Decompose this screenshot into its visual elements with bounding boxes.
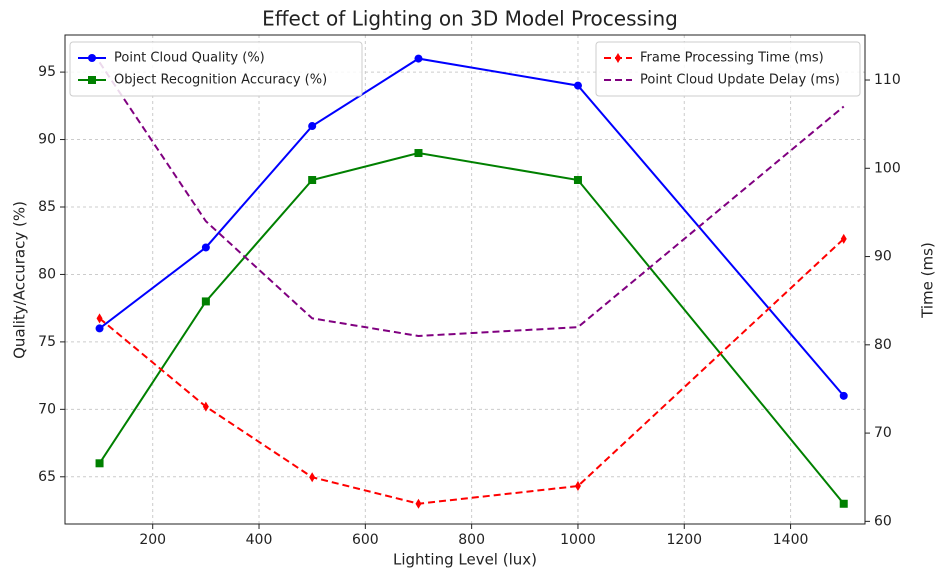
x-axis-label: Lighting Level (lux) — [393, 551, 537, 569]
marker — [840, 233, 847, 244]
legend-label: Point Cloud Quality (%) — [114, 51, 265, 66]
x-tick-label: 1200 — [666, 532, 702, 548]
y2-tick-label: 80 — [874, 337, 892, 353]
marker — [839, 391, 848, 400]
legend-box — [595, 41, 861, 97]
plot-frame — [64, 34, 866, 525]
y-tick-label: 75 — [38, 334, 56, 350]
series-line — [98, 57, 845, 397]
legend-label: Frame Processing Time (ms) — [640, 51, 824, 66]
x-tick-label: 400 — [246, 532, 273, 548]
y2-axis-label: Time (ms) — [919, 242, 937, 319]
series-line — [98, 61, 845, 337]
marker — [201, 297, 210, 306]
series-line — [98, 152, 845, 505]
marker — [201, 243, 210, 252]
marker — [308, 176, 317, 185]
marker — [839, 499, 848, 508]
marker — [88, 54, 96, 62]
x-tick-label: 600 — [352, 532, 379, 548]
marker — [96, 313, 103, 324]
legend-label: Object Recognition Accuracy (%) — [114, 73, 327, 88]
y-tick-label: 90 — [38, 132, 56, 148]
marker — [88, 76, 96, 84]
marker — [95, 459, 104, 468]
legend-label: Point Cloud Update Delay (ms) — [640, 73, 840, 88]
marker — [309, 472, 316, 483]
marker — [202, 401, 209, 412]
y2-tick-label: 60 — [874, 513, 892, 529]
x-tick-label: 1400 — [773, 532, 809, 548]
y-tick-label: 85 — [38, 199, 56, 215]
marker — [615, 53, 621, 63]
y2-tick-label: 100 — [874, 160, 901, 176]
legend-box — [69, 41, 363, 97]
legend: Point Cloud Quality (%) Object Recognitio… — [69, 41, 363, 97]
y-tick-label: 70 — [38, 401, 56, 417]
x-tick-label: 200 — [139, 532, 166, 548]
marker — [308, 122, 317, 131]
y-tick-label: 65 — [38, 469, 56, 485]
y2-tick-label: 90 — [874, 249, 892, 265]
series-line — [98, 238, 845, 505]
marker — [415, 498, 422, 509]
marker — [414, 149, 423, 158]
y2-tick-label: 110 — [874, 72, 901, 88]
marker — [573, 176, 582, 185]
marker — [414, 54, 423, 63]
marker — [95, 324, 104, 333]
x-tick-label: 800 — [458, 532, 485, 548]
y2-tick-label: 70 — [874, 425, 892, 441]
marker — [573, 81, 582, 90]
marker — [574, 481, 581, 492]
x-tick-label: 1000 — [560, 532, 596, 548]
y-tick-label: 80 — [38, 266, 56, 282]
legend: Frame Processing Time (ms) Point Cloud Up… — [595, 41, 861, 97]
y-tick-label: 95 — [38, 64, 56, 80]
chart-title: Effect of Lighting on 3D Model Processin… — [262, 7, 678, 31]
y-axis-label: Quality/Accuracy (%) — [11, 201, 29, 359]
